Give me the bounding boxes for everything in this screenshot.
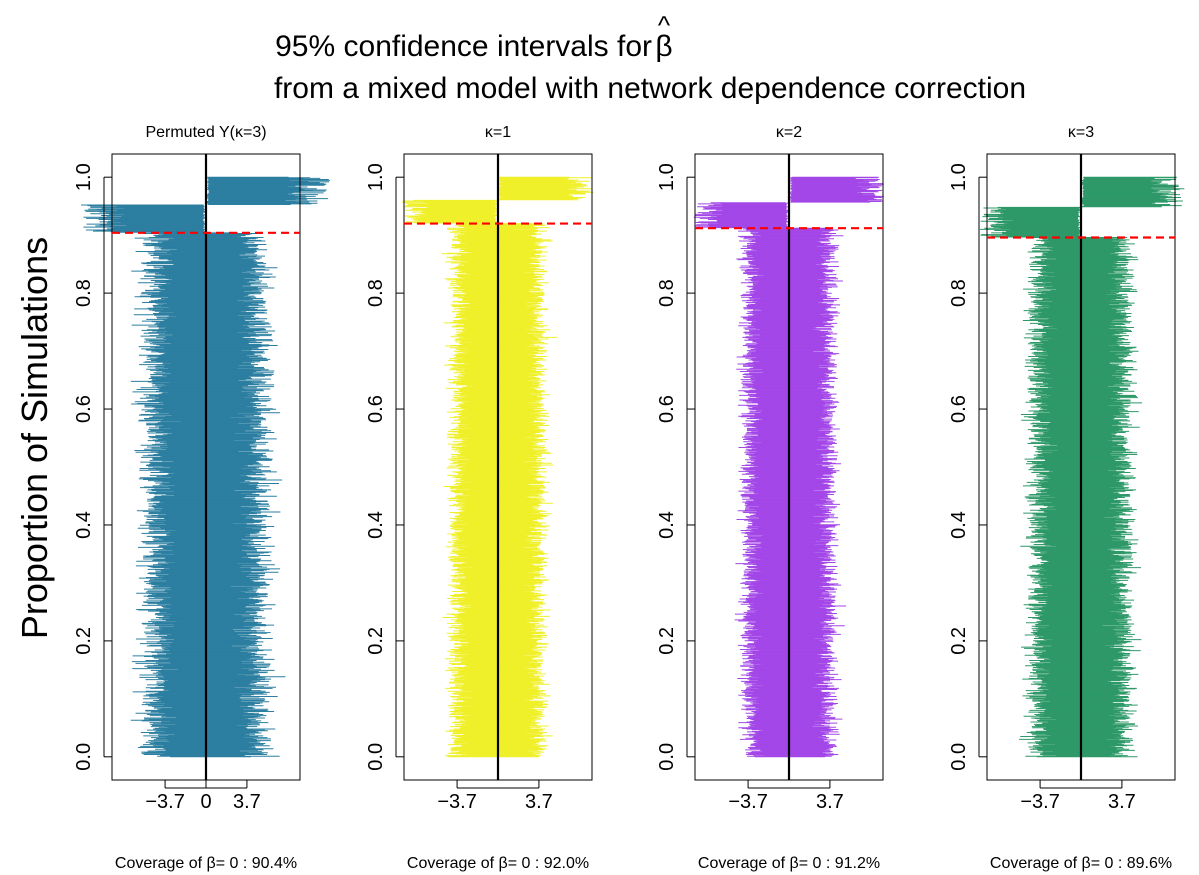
y-tick-label: 0.6 [656,395,678,423]
y-tick-label: 1.0 [73,163,95,191]
y-tick-label: 0.0 [656,743,678,771]
y-axis-label: Proportion of Simulations [14,237,55,639]
x-tick-label: 3.7 [816,791,844,813]
y-tick-label: 0.2 [948,627,970,655]
y-tick-label: 1.0 [365,163,387,191]
y-tick-label: 0.8 [73,279,95,307]
chart-panel-2: 0.0 0.2 0.4 0.6 0.8 1.0 −3.7 3.7 κ=1 Coverage of … [365,124,594,872]
y-tick-label: 0.0 [948,743,970,771]
y-tick-label: 0.6 [365,395,387,423]
coverage-caption: Coverage of β= 0 : 92.0% [407,855,589,872]
interval-segments [401,176,594,758]
panel-subtitle: κ=2 [776,124,802,141]
y-tick-label: 0.4 [656,511,678,539]
x-tick-label: −3.7 [437,791,476,813]
coverage-caption: Coverage of β= 0 : 90.4% [115,855,297,872]
chart-panel-3: 0.0 0.2 0.4 0.6 0.8 1.0 −3.7 3.7 κ=2 Coverage of … [656,124,884,872]
y-tick-label: 0.8 [365,279,387,307]
chart-panel-4: 0.0 0.2 0.4 0.6 0.8 1.0 −3.7 3.7 κ=3 Coverage of … [948,124,1185,872]
x-tick-label: 3.7 [525,791,553,813]
x-tick-label: 0 [200,791,211,813]
x-tick-label: −3.7 [728,791,767,813]
x-tick-label: 3.7 [1108,791,1136,813]
interval-segments [693,176,884,758]
x-tick-label: −3.7 [145,791,184,813]
coverage-caption: Coverage of β= 0 : 89.6% [990,855,1172,872]
y-tick-label: 0.6 [948,395,970,423]
panel-subtitle: κ=1 [485,124,511,141]
y-tick-label: 0.2 [73,627,95,655]
title-hat-mark: ^ [658,10,671,40]
title-line1: 95% confidence intervals for [275,30,652,63]
chart-panel-1: 0.0 0.2 0.4 0.6 0.8 1.0 −3.7 0 3.7 Permuted Y(κ=3… [73,124,330,872]
interval-segments [979,176,1185,758]
chart-title: 95% confidence intervals for β ^ from a … [274,10,1026,105]
y-tick-label: 0.4 [365,511,387,539]
x-tick-label: 3.7 [233,791,261,813]
title-line2: from a mixed model with network dependen… [274,72,1026,105]
interval-segments [81,176,330,758]
y-tick-label: 1.0 [656,163,678,191]
y-tick-label: 0.4 [948,511,970,539]
x-tick-label: −3.7 [1020,791,1059,813]
y-tick-label: 0.6 [73,395,95,423]
y-tick-label: 1.0 [948,163,970,191]
y-tick-label: 0.0 [365,743,387,771]
panel-subtitle: Permuted Y(κ=3) [145,124,266,141]
title-beta-symbol: β [655,30,672,63]
y-tick-label: 0.2 [365,627,387,655]
y-tick-label: 0.8 [656,279,678,307]
panel-subtitle: κ=3 [1068,124,1094,141]
y-tick-label: 0.8 [948,279,970,307]
coverage-caption: Coverage of β= 0 : 91.2% [698,855,880,872]
y-tick-label: 0.2 [656,627,678,655]
y-tick-label: 0.0 [73,743,95,771]
panels: 0.0 0.2 0.4 0.6 0.8 1.0 −3.7 0 3.7 Permuted Y(κ=3… [73,124,1185,872]
y-tick-label: 0.4 [73,511,95,539]
